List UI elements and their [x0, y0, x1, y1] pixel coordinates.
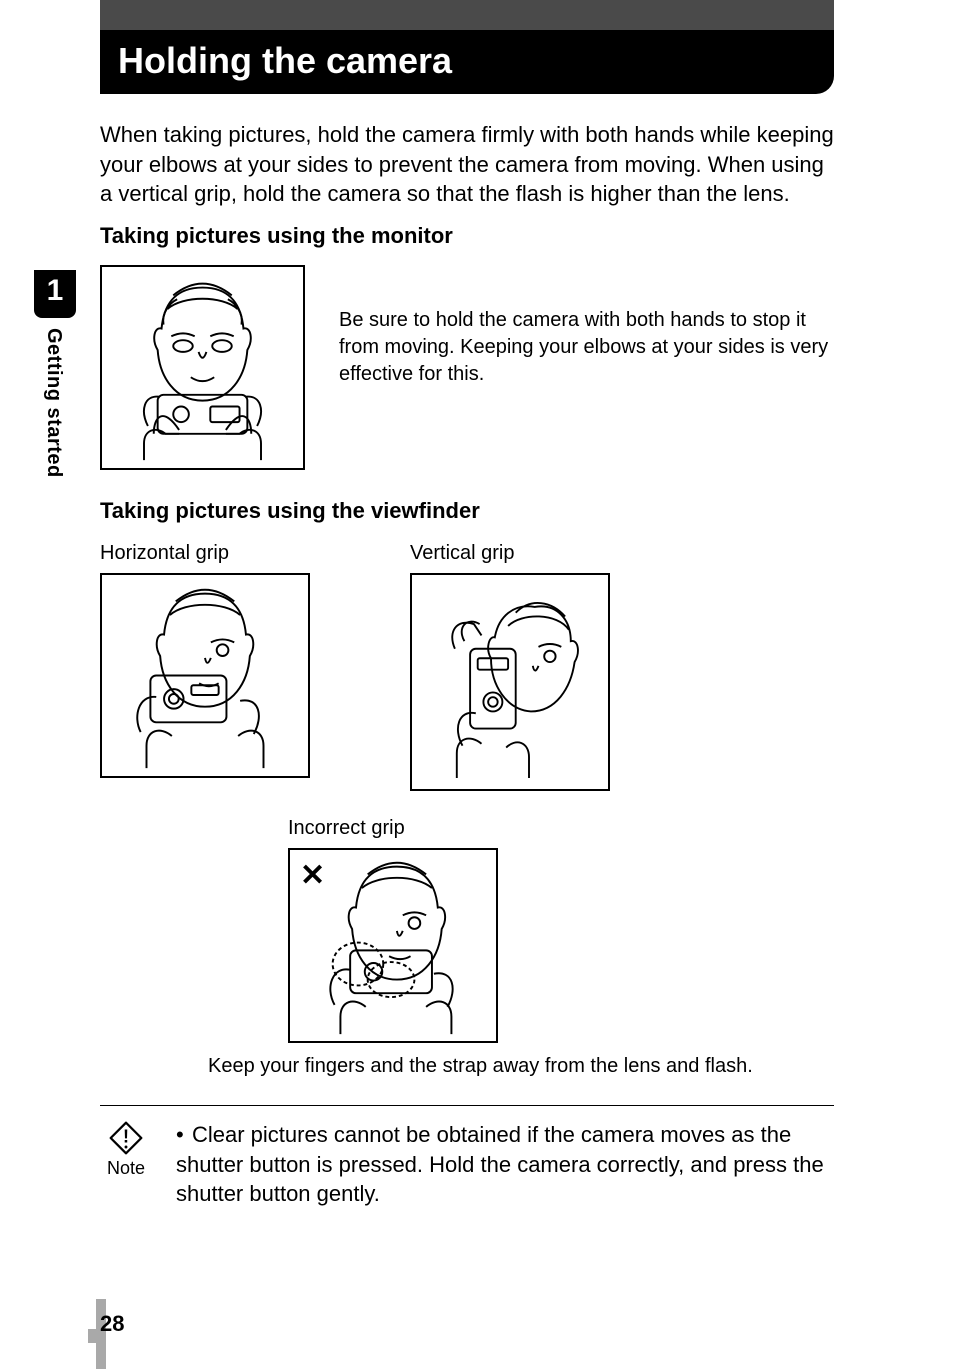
chapter-label: Getting started	[42, 328, 65, 478]
note-icon: !	[108, 1120, 144, 1156]
illustration-incorrect-grip: ✕	[288, 848, 498, 1043]
incorrect-grip-label: Incorrect grip	[288, 817, 834, 840]
x-mark-icon: ✕	[300, 858, 325, 893]
footer-mark	[88, 1329, 96, 1343]
chapter-tab: 1 Getting started	[34, 270, 76, 478]
page-title: Holding the camera	[118, 40, 816, 82]
section1-tip: Be sure to hold the camera with both han…	[339, 265, 834, 470]
illustration-vertical-grip	[410, 573, 610, 791]
content-area: When taking pictures, hold the camera fi…	[100, 94, 834, 1209]
intro-text: When taking pictures, hold the camera fi…	[100, 120, 834, 209]
note-text: •Clear pictures cannot be obtained if th…	[176, 1120, 834, 1209]
section1-heading: Taking pictures using the monitor	[100, 223, 834, 249]
title-bar: Holding the camera	[100, 30, 834, 94]
note-block: ! Note •Clear pictures cannot be obtaine…	[100, 1105, 834, 1209]
section2-heading: Taking pictures using the viewfinder	[100, 498, 834, 524]
incorrect-grip-block: Incorrect grip ✕	[288, 817, 834, 1043]
vertical-grip-column: Vertical grip	[410, 542, 610, 791]
horizontal-grip-label: Horizontal grip	[100, 542, 310, 565]
horizontal-grip-column: Horizontal grip	[100, 542, 310, 791]
top-bar	[100, 0, 834, 30]
illustration-monitor-grip	[100, 265, 305, 470]
chapter-number: 1	[34, 270, 76, 318]
page-number: 28	[100, 1311, 124, 1337]
page-footer: 28	[0, 1299, 954, 1369]
svg-text:!: !	[123, 1127, 129, 1147]
note-label: Note	[100, 1158, 152, 1179]
vertical-grip-label: Vertical grip	[410, 542, 610, 565]
incorrect-caption: Keep your fingers and the strap away fro…	[208, 1053, 834, 1079]
note-body: Clear pictures cannot be obtained if the…	[176, 1122, 824, 1206]
illustration-horizontal-grip	[100, 573, 310, 778]
